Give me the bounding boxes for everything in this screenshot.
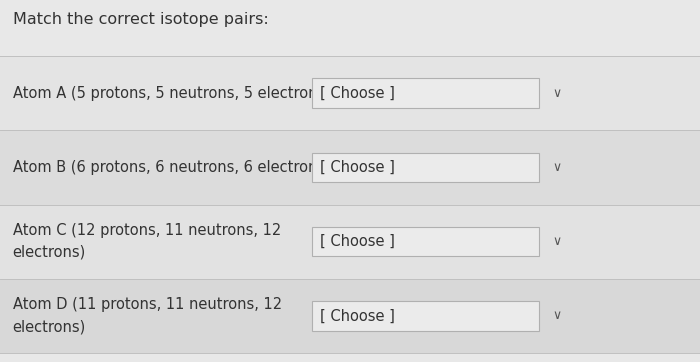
Bar <box>0 56 700 130</box>
Bar <box>0 130 700 205</box>
Text: Atom D (11 protons, 11 neutrons, 12: Atom D (11 protons, 11 neutrons, 12 <box>13 298 281 312</box>
Text: ∨: ∨ <box>552 161 561 174</box>
Text: ∨: ∨ <box>552 87 561 100</box>
FancyBboxPatch shape <box>312 153 539 182</box>
Text: Match the correct isotope pairs:: Match the correct isotope pairs: <box>13 12 268 28</box>
Text: electrons): electrons) <box>13 245 86 260</box>
Bar <box>0 279 700 353</box>
Text: Atom C (12 protons, 11 neutrons, 12: Atom C (12 protons, 11 neutrons, 12 <box>13 223 281 238</box>
FancyBboxPatch shape <box>312 227 539 256</box>
Text: [ Choose ]: [ Choose ] <box>320 160 395 175</box>
FancyBboxPatch shape <box>312 79 539 108</box>
Text: ∨: ∨ <box>552 235 561 248</box>
Text: Atom B (6 protons, 6 neutrons, 6 electrons): Atom B (6 protons, 6 neutrons, 6 electro… <box>13 160 330 175</box>
Text: ∨: ∨ <box>552 310 561 322</box>
Text: [ Choose ]: [ Choose ] <box>320 308 395 323</box>
Bar <box>0 205 700 279</box>
Text: Atom A (5 protons, 5 neutrons, 5 electrons): Atom A (5 protons, 5 neutrons, 5 electro… <box>13 86 330 101</box>
FancyBboxPatch shape <box>312 301 539 331</box>
Text: electrons): electrons) <box>13 319 86 334</box>
Text: [ Choose ]: [ Choose ] <box>320 86 395 101</box>
Bar <box>0 0 700 56</box>
Text: [ Choose ]: [ Choose ] <box>320 234 395 249</box>
